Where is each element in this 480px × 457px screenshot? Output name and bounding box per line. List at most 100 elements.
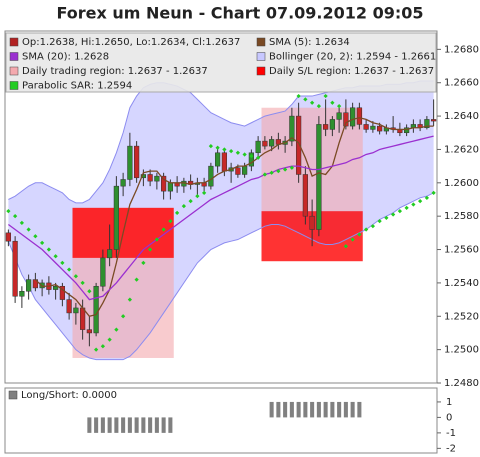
candle-body xyxy=(53,285,59,290)
legend-label: Long/Short: 0.0000 xyxy=(21,390,117,401)
sar-dot xyxy=(283,167,288,172)
bar xyxy=(316,401,321,418)
candle-body xyxy=(208,165,214,187)
sar-dot xyxy=(418,199,423,204)
candle-body xyxy=(316,124,322,230)
sar-dot xyxy=(175,210,180,215)
sar-dot xyxy=(46,247,51,252)
legend-swatch xyxy=(9,81,19,90)
band-lower xyxy=(7,192,434,361)
bar xyxy=(100,417,105,433)
candle-body xyxy=(59,285,65,300)
legend-label: Parabolic SAR: 1.2594 xyxy=(22,81,132,92)
candle-body xyxy=(296,115,302,175)
candle-body xyxy=(323,124,329,130)
bar xyxy=(107,417,112,433)
sar-dot xyxy=(148,247,153,252)
y-tick-label: 1.2680 xyxy=(444,44,479,55)
sar-dot xyxy=(424,195,429,200)
bar xyxy=(303,401,308,418)
candle-body xyxy=(269,139,275,147)
sar-dot xyxy=(134,277,139,282)
legend-box xyxy=(5,32,437,93)
legend-label: Daily S/L region: 1.2637 - 1.2637 xyxy=(269,66,434,77)
sar-dot xyxy=(19,220,24,225)
candle-body xyxy=(154,175,160,182)
candle-body xyxy=(377,125,383,132)
bar xyxy=(310,401,315,418)
sar-dot xyxy=(256,155,261,160)
candle-body xyxy=(221,152,227,172)
y-tick-label: 1.2480 xyxy=(444,378,479,389)
legend-swatch xyxy=(256,66,266,76)
sar-dot xyxy=(229,148,234,154)
candle-body xyxy=(134,145,140,179)
sar-dot xyxy=(181,204,186,209)
bar xyxy=(154,417,159,433)
bar xyxy=(357,401,362,418)
y-tick-label: 1.2520 xyxy=(444,311,479,322)
candle-body xyxy=(107,249,113,259)
bar xyxy=(296,401,301,418)
candle-body xyxy=(329,119,335,130)
chart-title: Forex um Neun - Chart 07.09.2012 09:05 xyxy=(56,4,423,23)
bar xyxy=(323,401,328,418)
candle-body xyxy=(161,175,167,192)
sar-dot xyxy=(343,244,348,249)
sar-dot xyxy=(364,227,369,232)
bar xyxy=(337,401,342,418)
sar-dot xyxy=(269,170,274,175)
candle-body xyxy=(370,125,376,130)
candle-body xyxy=(26,279,32,292)
candle-body xyxy=(19,290,25,297)
bar xyxy=(114,417,119,433)
candle-body xyxy=(336,112,342,120)
bar xyxy=(289,401,294,418)
bar xyxy=(330,401,335,418)
candle-body xyxy=(113,185,119,250)
sar-dot xyxy=(154,237,159,242)
candle-body xyxy=(5,232,11,242)
bar xyxy=(350,401,355,418)
y-tick-label: -1 xyxy=(446,428,456,439)
sar-dot xyxy=(431,190,436,195)
legend-swatch xyxy=(9,66,19,76)
sar-dot xyxy=(289,165,294,170)
sar-dot xyxy=(276,169,281,174)
sar-dot xyxy=(370,224,375,229)
legend-label: Bollinger (20, 2): 1.2594 - 1.2661 xyxy=(269,52,436,63)
sar-dot xyxy=(33,234,38,239)
sar-dot xyxy=(404,205,409,210)
y-tick-label: 1.2620 xyxy=(444,144,479,155)
sar-dot xyxy=(262,172,267,177)
bar xyxy=(148,417,153,433)
candle-body xyxy=(235,167,241,175)
candle-body xyxy=(120,179,126,187)
candle-body xyxy=(127,145,133,180)
candle-body xyxy=(66,299,72,314)
bar xyxy=(127,417,132,433)
sar-dot xyxy=(208,143,213,149)
bar xyxy=(134,417,139,433)
candle-body xyxy=(248,152,254,167)
sar-dot xyxy=(26,227,31,232)
y-tick-label: 1.2640 xyxy=(444,111,479,122)
legend-swatch xyxy=(256,37,266,47)
y-tick-label: 1.2660 xyxy=(444,78,479,89)
legend-swatch xyxy=(9,52,19,61)
sar-dot xyxy=(40,240,45,245)
bar xyxy=(87,417,92,433)
candle-body xyxy=(255,140,261,154)
legend-swatch xyxy=(9,37,19,47)
candle-body xyxy=(302,174,308,217)
sar-dot xyxy=(195,194,200,199)
bar xyxy=(94,417,99,433)
y-tick-label: 1.2600 xyxy=(444,178,479,189)
legend-label: Daily trading region: 1.2637 - 1.2637 xyxy=(22,66,208,77)
candle-body xyxy=(167,182,173,192)
candle-body xyxy=(262,140,268,147)
candle-body xyxy=(363,124,369,130)
sar-dot xyxy=(188,199,193,204)
sar-dot xyxy=(377,219,382,224)
